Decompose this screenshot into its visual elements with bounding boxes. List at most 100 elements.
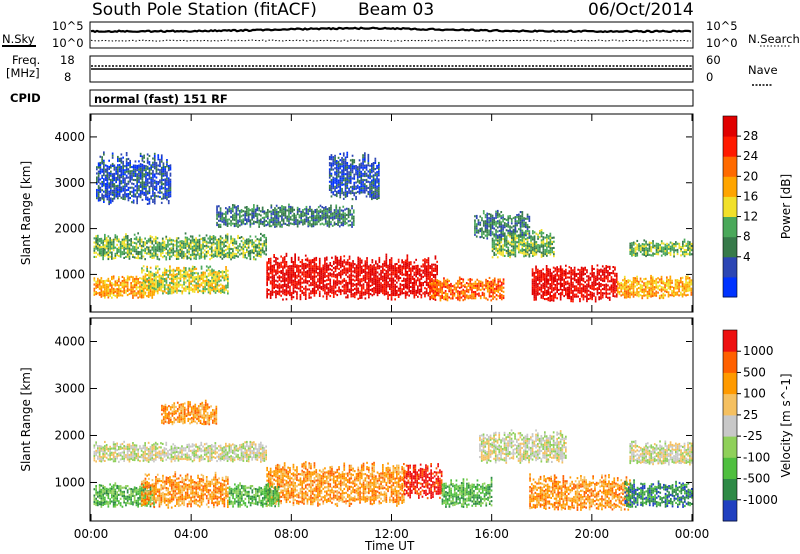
data-cell (345, 267, 347, 270)
data-cell (518, 245, 520, 248)
data-cell (579, 273, 581, 276)
data-cell (95, 239, 97, 242)
data-cell (271, 287, 274, 290)
data-cell (232, 250, 234, 253)
data-cell (345, 288, 347, 291)
data-cell (253, 204, 255, 207)
data-cell (566, 297, 569, 300)
data-cell (472, 284, 475, 287)
data-cell (214, 254, 217, 257)
data-cell (345, 269, 347, 272)
data-cell (312, 216, 315, 219)
data-cell (385, 284, 388, 287)
data-cell (472, 295, 475, 298)
data-cell (218, 254, 220, 257)
data-cell (154, 250, 157, 253)
data-cell (551, 288, 553, 291)
data-cell (235, 242, 238, 245)
data-cell (518, 236, 520, 239)
data-cell (344, 218, 346, 221)
data-cell (336, 267, 339, 270)
data-cell (345, 261, 347, 264)
data-cell (476, 293, 479, 296)
data-cell (311, 275, 314, 278)
data-cell (437, 288, 440, 291)
data-cell (327, 291, 330, 294)
data-cell (246, 240, 248, 243)
data-cell (281, 205, 283, 208)
data-cell (411, 265, 414, 268)
data-cell (349, 213, 352, 216)
data-cell (97, 243, 99, 246)
data-cell (533, 243, 536, 246)
data-cell (331, 265, 333, 268)
data-cell (213, 288, 215, 291)
data-cell (651, 280, 654, 283)
data-cell (285, 263, 288, 266)
data-cell (580, 272, 583, 275)
data-cell (154, 248, 157, 251)
data-cell (586, 279, 588, 282)
data-cell (566, 280, 569, 283)
data-cell (147, 248, 150, 251)
data-cell (554, 284, 557, 287)
data-cell (317, 267, 319, 270)
data-cell (382, 263, 384, 266)
data-cell (195, 267, 198, 270)
data-cell (142, 289, 145, 292)
data-cell (281, 223, 283, 226)
data-cell (287, 278, 289, 281)
data-cell (232, 210, 234, 213)
data-cell (223, 271, 226, 274)
data-cell (205, 284, 208, 287)
data-cell (509, 256, 511, 259)
data-cell (399, 289, 402, 292)
data-cell (149, 253, 152, 256)
data-cell (329, 280, 332, 283)
data-cell (198, 238, 201, 241)
data-cell (179, 240, 182, 243)
data-cell (441, 296, 443, 299)
data-cell (95, 243, 97, 246)
data-cell (676, 291, 679, 294)
data-cell (105, 294, 108, 297)
data-cell (347, 207, 350, 210)
data-cell (300, 217, 302, 220)
data-cell (601, 273, 604, 276)
data-cell (119, 243, 122, 246)
data-cell (540, 273, 543, 276)
data-cell (467, 297, 470, 300)
data-cell (225, 272, 227, 275)
data-cell (366, 259, 368, 262)
data-cell (357, 275, 360, 278)
data-cell (537, 248, 539, 251)
data-cell (233, 204, 236, 207)
data-cell (244, 245, 246, 248)
data-cell (137, 255, 139, 258)
data-cell (413, 288, 416, 291)
data-cell (104, 252, 106, 255)
data-cell (425, 275, 428, 278)
data-cell (441, 284, 443, 287)
data-cell (191, 269, 194, 272)
data-cell (275, 225, 278, 228)
data-cell (446, 299, 449, 302)
data-cell (491, 243, 494, 246)
data-cell (155, 271, 157, 274)
data-cell (496, 243, 499, 246)
data-cell (304, 273, 307, 276)
data-cell (139, 236, 141, 239)
data-cell (394, 271, 396, 274)
data-cell (430, 282, 433, 285)
data-cell (213, 281, 215, 284)
data-cell (451, 297, 454, 300)
data-cell (266, 288, 268, 291)
data-cell (170, 241, 173, 244)
data-cell (181, 246, 183, 249)
data-cell (271, 289, 274, 292)
data-cell (273, 270, 275, 273)
data-cell (140, 244, 143, 247)
data-cell (202, 292, 205, 295)
data-cell (359, 284, 361, 287)
data-cell (443, 279, 445, 282)
